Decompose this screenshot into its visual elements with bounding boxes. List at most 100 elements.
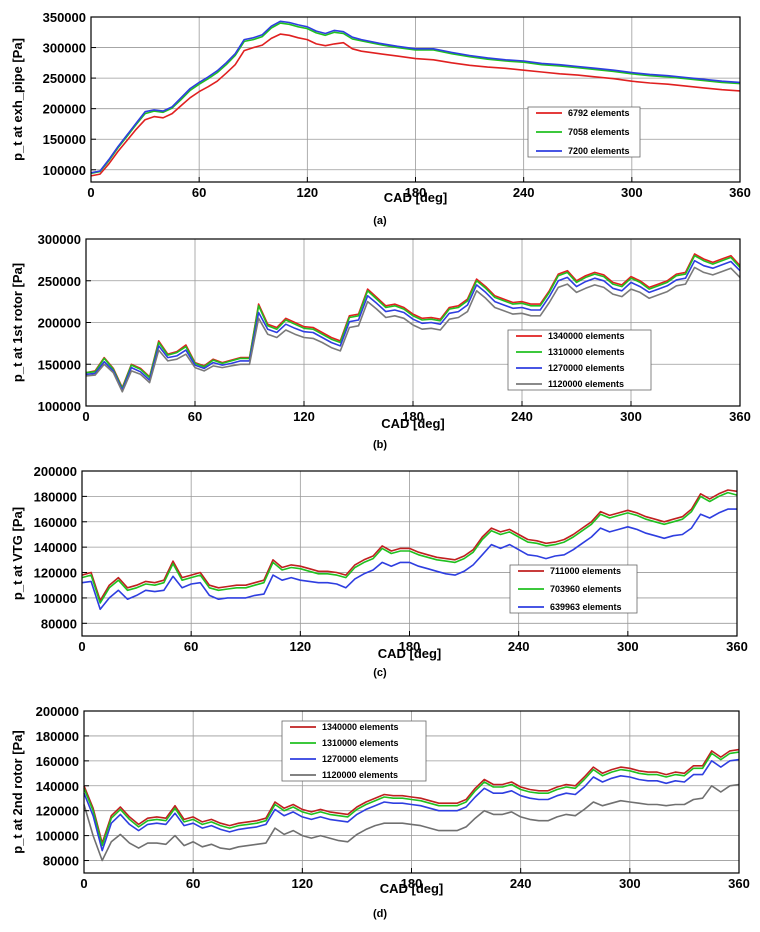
series-line-b-3 [85,259,741,391]
x-tick-label-c-120: 120 [289,639,311,654]
legend-label-a-3: 7200 elements [568,146,630,156]
legend-label-d-2: 1310000 elements [322,738,399,748]
x-tick-label-c-180: 180 [399,639,421,654]
y-tick-label-a-150000: 150000 [43,132,86,147]
series-line-a-1 [90,33,741,177]
legend-label-d-4: 1120000 elements [322,770,398,780]
series-line-a-2 [90,22,741,175]
x-tick-label-d-60: 60 [186,876,200,891]
x-tick-label-b-300: 300 [620,409,642,424]
y-axis-title-a: p_t at exh_pipe [Pa] [10,38,25,161]
y-tick-label-c-180000: 180000 [34,489,77,504]
x-tick-label-a-0: 0 [87,185,94,200]
ticks-c: 0 60 120 180 240 300 360 80000 100000 120000 14000… [34,464,748,654]
x-tick-label-b-180: 180 [402,409,424,424]
legend-label-b-4: 1120000 elements [548,379,624,389]
x-tick-label-b-0: 0 [82,409,89,424]
legend-a: 6792 elements 7058 elements 7200 elements [527,106,641,158]
x-tick-label-c-0: 0 [78,639,85,654]
series-line-c-1 [81,489,738,602]
x-axis-title-b: CAD [deg] [381,416,445,431]
y-tick-label-b-100000: 100000 [38,399,81,414]
x-tick-label-d-360: 360 [728,876,750,891]
x-tick-label-a-300: 300 [621,185,643,200]
y-tick-label-a-250000: 250000 [43,71,86,86]
y-axis-title-c: p_t at VTG [Pa] [10,507,25,600]
y-tick-label-d-140000: 140000 [36,779,79,794]
grid-c [82,471,737,636]
legend-label-c-1: 711000 elements [550,566,621,576]
x-tick-label-d-300: 300 [619,876,641,891]
ticks-a: 0 60 120 180 240 300 360 100000 150000 200000 2500… [43,10,751,200]
caption-a: (a) [373,215,387,227]
legend-label-b-1: 1340000 elements [548,331,625,341]
legend-d: 1340000 elements 1310000 elements 1270000 … [281,720,427,782]
ticks-b: 0 60 120 180 240 300 360 100000 150000 200000 2500… [38,232,751,424]
y-axis-title-b: p_t at 1st rotor [Pa] [10,263,25,382]
y-tick-label-d-160000: 160000 [36,754,79,769]
caption-b: (b) [373,439,387,451]
x-tick-label-b-120: 120 [293,409,315,424]
series-line-d-2 [83,751,740,847]
y-tick-label-a-350000: 350000 [43,10,86,25]
y-tick-label-d-120000: 120000 [36,804,79,819]
panel-c: 0 60 120 180 240 300 360 80000 100000 120000 14000… [10,464,748,679]
panel-a: 0 60 120 180 240 300 360 100000 150000 200000 2500… [10,10,751,227]
y-tick-label-a-200000: 200000 [43,102,86,117]
plot-area-c [81,489,738,611]
x-tick-label-a-120: 120 [296,185,318,200]
y-tick-label-d-180000: 180000 [36,729,79,744]
panel-d: 0 60 120 180 240 300 360 80000 100000 120000 14000… [10,704,750,920]
x-axis-title-d: CAD [deg] [380,881,444,896]
y-tick-label-d-80000: 80000 [43,854,79,869]
legend-label-c-3: 639963 elements [550,602,622,612]
legend-c: 711000 elements 703960 elements 639963 ele… [509,564,638,614]
y-tick-label-d-200000: 200000 [36,704,79,719]
y-tick-label-c-140000: 140000 [34,540,77,555]
legend-label-c-2: 703960 elements [550,584,622,594]
y-tick-label-b-150000: 150000 [38,357,81,372]
y-tick-label-b-200000: 200000 [38,316,81,331]
x-axis-title-a: CAD [deg] [384,190,448,205]
plot-area-a [90,20,741,177]
y-tick-label-c-80000: 80000 [41,616,77,631]
y-tick-label-a-100000: 100000 [43,163,86,178]
caption-d: (d) [373,908,387,920]
panel-b: 0 60 120 180 240 300 360 100000 150000 200000 2500… [10,232,751,451]
grid-a [91,17,740,182]
legend-label-d-1: 1340000 elements [322,722,399,732]
legend-label-b-3: 1270000 elements [548,363,625,373]
legend-label-a-2: 7058 elements [568,127,630,137]
series-line-d-3 [83,758,740,852]
x-tick-label-b-360: 360 [729,409,751,424]
y-tick-label-d-100000: 100000 [36,829,79,844]
x-tick-label-c-240: 240 [508,639,530,654]
legend-label-a-1: 6792 elements [568,108,630,118]
x-tick-label-c-60: 60 [184,639,198,654]
x-tick-label-a-180: 180 [405,185,427,200]
caption-c: (c) [373,667,387,679]
series-line-a-3 [90,20,741,174]
legend-label-b-2: 1310000 elements [548,347,625,357]
x-tick-label-d-240: 240 [510,876,532,891]
legend-box-d [281,720,427,782]
legend-box-b [507,329,652,391]
x-tick-label-d-180: 180 [401,876,423,891]
x-tick-label-a-240: 240 [513,185,535,200]
x-tick-label-b-60: 60 [188,409,202,424]
x-tick-label-c-360: 360 [726,639,748,654]
y-tick-label-c-120000: 120000 [34,566,77,581]
series-line-d-4 [83,783,740,862]
y-tick-label-c-200000: 200000 [34,464,77,479]
x-tick-label-a-60: 60 [192,185,206,200]
series-line-c-3 [81,508,737,611]
y-axis-title-d: p_t at 2nd rotor [Pa] [10,730,25,854]
series-line-c-2 [81,491,738,604]
y-tick-label-c-160000: 160000 [34,515,77,530]
series-line-b-2 [85,254,741,390]
y-tick-label-b-250000: 250000 [38,274,81,289]
y-tick-label-c-100000: 100000 [34,591,77,606]
series-line-b-4 [85,266,741,393]
y-tick-label-b-300000: 300000 [38,232,81,247]
